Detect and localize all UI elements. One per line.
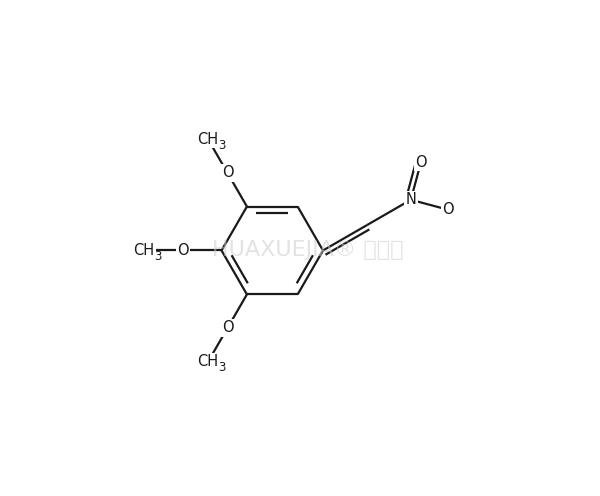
Text: CH: CH <box>197 132 219 147</box>
Text: O: O <box>415 155 427 170</box>
Text: O: O <box>442 202 454 217</box>
Text: O: O <box>222 320 233 335</box>
Text: O: O <box>177 243 188 258</box>
Text: 3: 3 <box>218 361 226 373</box>
Text: CH: CH <box>133 243 155 258</box>
Text: 3: 3 <box>218 138 226 152</box>
Text: CH: CH <box>197 354 219 369</box>
Text: 3: 3 <box>154 249 162 262</box>
Text: HUAXUEJIA® 化学加: HUAXUEJIA® 化学加 <box>212 241 403 260</box>
Text: O: O <box>222 166 233 181</box>
Text: N: N <box>406 192 416 207</box>
